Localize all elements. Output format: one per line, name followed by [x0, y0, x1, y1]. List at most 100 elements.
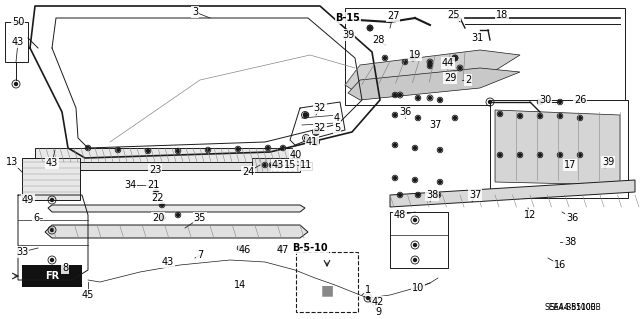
Text: 42: 42: [372, 297, 384, 307]
Text: 45: 45: [82, 290, 94, 300]
Polygon shape: [45, 225, 308, 238]
Text: 17: 17: [564, 160, 576, 170]
Circle shape: [454, 116, 456, 120]
Circle shape: [271, 164, 273, 167]
Circle shape: [51, 228, 54, 232]
Bar: [35, 148, 292, 162]
Text: 46: 46: [239, 245, 251, 255]
Text: 29: 29: [444, 73, 456, 83]
Circle shape: [438, 99, 442, 101]
Circle shape: [438, 181, 442, 183]
Circle shape: [412, 56, 415, 60]
Text: 14: 14: [234, 280, 246, 290]
Circle shape: [314, 130, 317, 133]
Text: 37: 37: [469, 190, 481, 200]
Circle shape: [239, 247, 241, 249]
Text: 19: 19: [409, 50, 421, 60]
Circle shape: [518, 115, 522, 117]
Circle shape: [161, 204, 163, 206]
Text: 26: 26: [574, 95, 586, 105]
Circle shape: [116, 149, 120, 152]
Text: 39: 39: [602, 157, 614, 167]
Text: 39: 39: [342, 30, 354, 40]
Circle shape: [417, 116, 419, 120]
Polygon shape: [48, 205, 305, 212]
Circle shape: [278, 247, 282, 249]
Text: 20: 20: [152, 213, 164, 223]
Circle shape: [369, 26, 371, 29]
Circle shape: [429, 97, 431, 100]
Text: 23: 23: [149, 165, 161, 175]
Text: 5: 5: [334, 123, 340, 133]
Circle shape: [518, 153, 522, 157]
Bar: [252, 158, 300, 172]
Circle shape: [177, 150, 179, 152]
Bar: [345, 8, 625, 105]
Text: 21: 21: [147, 180, 159, 190]
Bar: [490, 100, 628, 198]
Text: 15: 15: [284, 160, 296, 170]
Circle shape: [454, 56, 456, 60]
Circle shape: [383, 56, 387, 60]
Circle shape: [579, 153, 582, 157]
Text: 36: 36: [399, 107, 411, 117]
Circle shape: [454, 56, 456, 60]
Text: B-5-10: B-5-10: [292, 243, 328, 253]
Text: 10: 10: [412, 283, 424, 293]
Circle shape: [458, 66, 461, 70]
Circle shape: [314, 130, 317, 133]
Bar: [22, 158, 80, 200]
Circle shape: [147, 150, 150, 152]
Circle shape: [177, 213, 179, 217]
Bar: [296, 252, 358, 312]
Text: 25: 25: [448, 10, 460, 20]
Circle shape: [264, 164, 266, 167]
Circle shape: [413, 258, 417, 262]
Text: 13: 13: [6, 157, 18, 167]
Polygon shape: [495, 110, 620, 185]
Text: 18: 18: [496, 10, 508, 20]
Circle shape: [154, 190, 157, 194]
Text: 33: 33: [16, 247, 28, 257]
Circle shape: [15, 83, 17, 85]
Text: 16: 16: [554, 260, 566, 270]
Text: 30: 30: [539, 95, 551, 105]
Circle shape: [394, 144, 397, 146]
Text: 43: 43: [46, 158, 58, 168]
Text: 4: 4: [334, 113, 340, 123]
Circle shape: [207, 149, 209, 152]
Text: 12: 12: [524, 210, 536, 220]
Text: 43: 43: [162, 257, 174, 267]
Circle shape: [559, 100, 561, 103]
Text: 38: 38: [426, 190, 438, 200]
Text: SEA4-B5100B: SEA4-B5100B: [549, 303, 601, 313]
Text: 47: 47: [277, 245, 289, 255]
Text: 40: 40: [290, 150, 302, 160]
Text: 24: 24: [242, 167, 254, 177]
Text: SEA4-B5100B: SEA4-B5100B: [544, 303, 596, 313]
Text: 9: 9: [375, 307, 381, 317]
Circle shape: [282, 146, 285, 150]
Text: 31: 31: [471, 33, 483, 43]
Circle shape: [413, 146, 417, 150]
Circle shape: [399, 93, 401, 97]
Circle shape: [394, 176, 397, 180]
Circle shape: [438, 149, 442, 152]
Bar: [35, 162, 312, 170]
Text: 22: 22: [152, 193, 164, 203]
Text: 43: 43: [12, 37, 24, 47]
Circle shape: [314, 140, 317, 144]
Circle shape: [538, 153, 541, 157]
Text: 37: 37: [429, 120, 441, 130]
Text: 41: 41: [306, 137, 318, 147]
Text: 27: 27: [387, 11, 399, 21]
Circle shape: [86, 146, 90, 150]
Circle shape: [413, 243, 417, 247]
Circle shape: [417, 194, 419, 197]
Circle shape: [429, 61, 431, 63]
Circle shape: [305, 137, 307, 139]
Circle shape: [161, 217, 163, 219]
Circle shape: [413, 179, 417, 182]
Circle shape: [51, 198, 54, 202]
Text: 11: 11: [300, 160, 312, 170]
